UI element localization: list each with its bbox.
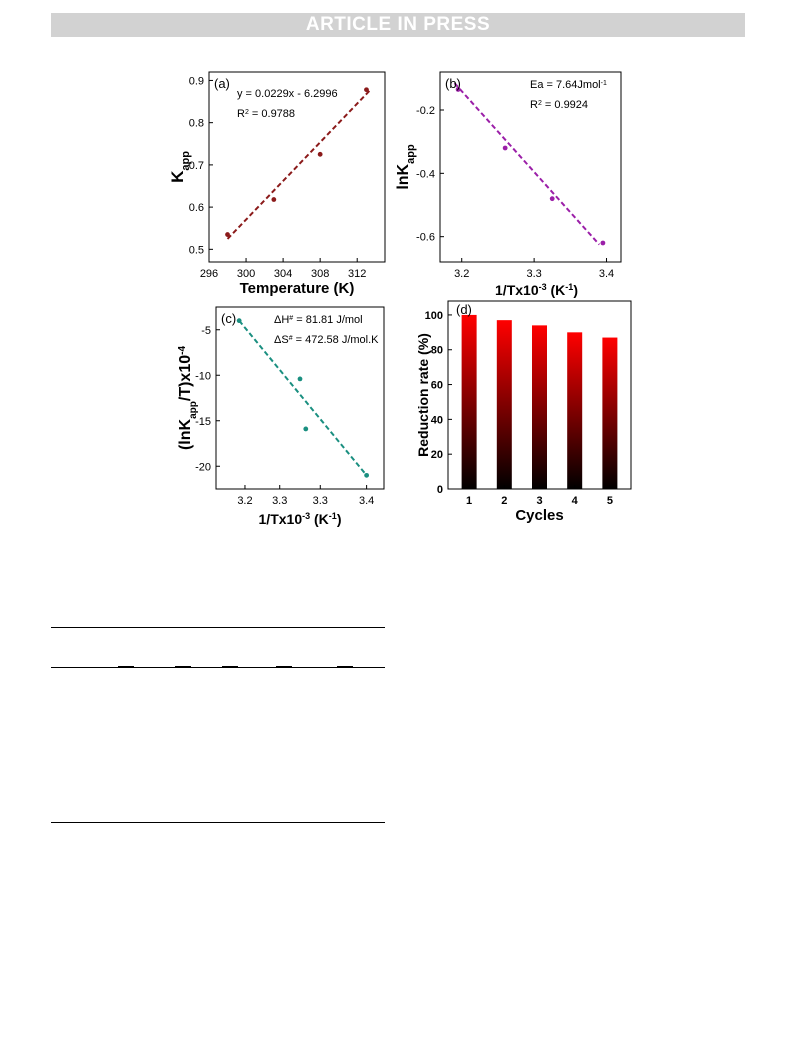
x-tick-label: 304 [274,268,292,280]
data-point [364,472,370,478]
annotation-text: ΔH# = 81.81 J/mol [274,314,363,326]
x-tick-label: 3.3 [313,495,328,507]
x-tick-label: 3.3 [526,268,541,280]
y-tick-label: 40 [431,414,443,426]
fit-line [238,320,368,476]
data-point [236,318,242,324]
bar [496,320,512,489]
data-point [549,196,555,202]
article-in-press-banner: ARTICLE IN PRESS [51,13,745,37]
panel-label: (c) [221,311,236,326]
table-bottom-rule [51,822,385,823]
bar [602,337,618,489]
x-tick-label: 3.4 [599,268,614,280]
x-tick-label: 4 [572,495,579,507]
y-tick-label: 60 [431,380,443,392]
data-point [271,197,277,202]
annotation-text: Ea = 7.64Jmol-1 [530,79,607,91]
annotation-text: ΔS# = 472.58 J/mol.K [274,334,379,346]
annotation-text: R2 = 0.9924 [530,99,588,111]
table-dash-mark [118,666,134,668]
y-tick-label: 0.5 [189,244,204,256]
y-tick-label: -0.4 [416,168,435,180]
x-tick-label: 1 [466,495,472,507]
y-tick-label: -15 [195,416,211,428]
table-dash-mark [175,666,191,668]
y-tick-label: 0.9 [189,75,204,87]
data-point [600,240,606,246]
x-tick-label: 3 [536,495,542,507]
fit-line [453,82,601,246]
x-axis-label: 1/Tx10-3 (K-1) [259,511,342,527]
x-tick-label: 300 [237,268,255,280]
x-tick-label: 308 [311,268,329,280]
x-tick-label: 312 [348,268,366,280]
y-tick-label: 80 [431,345,443,357]
y-tick-label: -5 [201,325,211,337]
table-top-rule [51,627,385,628]
x-tick-label: 3.2 [237,495,252,507]
x-axis-label: Cycles [515,507,563,524]
table-dash-mark [337,666,353,668]
bar [461,314,477,489]
x-tick-label: 3.2 [454,268,469,280]
data-point [303,426,309,432]
x-tick-label: 5 [607,495,613,507]
y-tick-label: 0.8 [189,118,204,130]
plot-frame [439,71,622,263]
x-tick-label: 296 [200,268,218,280]
annotation-text: y = 0.0229x - 6.2996 [237,88,338,100]
y-tick-label: -10 [195,370,211,382]
data-point [297,376,303,382]
y-tick-label: -0.2 [416,105,435,117]
x-tick-label: 2 [501,495,507,507]
y-axis-label: Reduction rate (%) [415,333,431,457]
x-tick-label: 3.4 [359,495,374,507]
y-tick-label: 20 [431,449,443,461]
y-axis-label: lnKapp [395,144,417,190]
data-point [317,151,323,157]
y-axis-label: (lnKapp/T)x10-4 [177,346,199,450]
y-tick-label: 0.6 [189,202,204,214]
panel-label: (a) [214,76,230,91]
data-point [502,145,508,151]
annotation-text: R2 = 0.9788 [237,108,295,120]
y-tick-label: -20 [195,461,211,473]
table-header-rule [51,667,385,668]
x-axis-label: Temperature (K) [240,280,355,297]
y-tick-label: 100 [425,310,443,322]
data-point [364,87,369,93]
fit-line [226,88,372,240]
panel-label: (d) [456,302,472,317]
y-tick-label: -0.6 [416,232,435,244]
bar [532,325,547,489]
table-dash-mark [222,666,238,668]
y-axis-label: Kapp [168,151,192,183]
data-point [225,232,230,237]
x-axis-label: 1/Tx10-3 (K-1) [495,282,578,298]
plot-frame [215,306,385,490]
y-tick-label: 0.7 [189,160,204,172]
y-tick-label: 0 [437,484,443,496]
data-point [455,87,461,92]
table-dash-mark [276,666,292,668]
x-tick-label: 3.3 [272,495,287,507]
panel-label: (b) [445,76,461,91]
bar [567,332,583,489]
plot-frame [208,71,386,263]
